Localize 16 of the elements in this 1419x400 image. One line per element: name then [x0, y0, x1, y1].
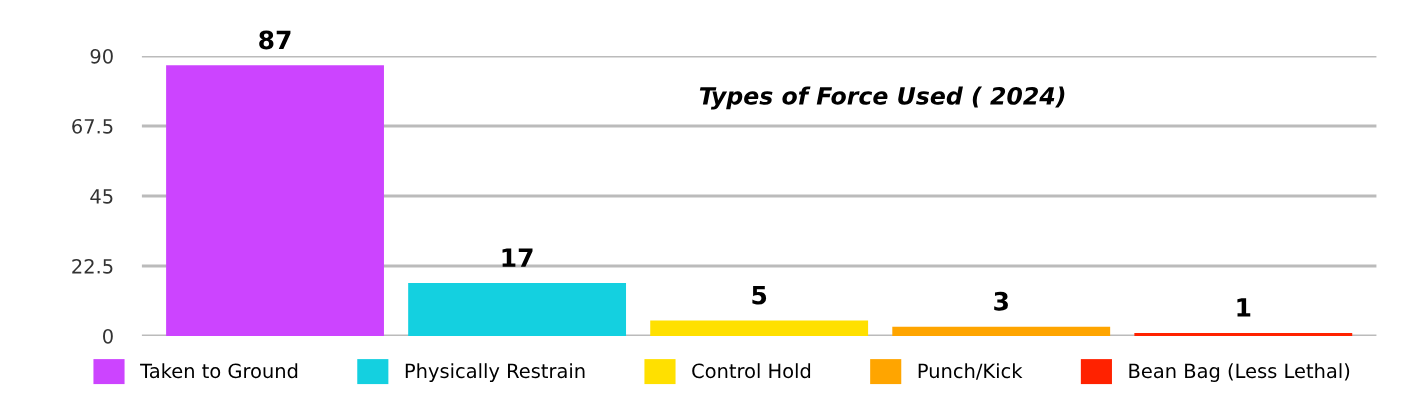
data-label: 5: [752, 285, 767, 305]
legend-label: Physically Restrain: [405, 363, 585, 382]
legend-label: Taken to Ground: [140, 363, 298, 379]
legend-label: Punch/Kick: [918, 363, 1023, 380]
y-tick-label: 22.5: [72, 258, 113, 274]
y-tick-label: 45: [90, 189, 113, 204]
legend-label: Bean Bag (Less Lethal): [1129, 363, 1350, 382]
data-label: 17: [502, 248, 533, 267]
legend-label: Control Hold: [692, 363, 811, 379]
y-tick-label: 0: [103, 328, 113, 344]
y-tick-label: 90: [90, 48, 113, 64]
data-label: 87: [259, 30, 291, 50]
y-tick-label: 67.5: [72, 118, 113, 134]
text: Types of Force Used ( 2024): [699, 86, 1065, 110]
data-label: 3: [994, 291, 1008, 311]
data-label: 1: [1237, 298, 1251, 317]
